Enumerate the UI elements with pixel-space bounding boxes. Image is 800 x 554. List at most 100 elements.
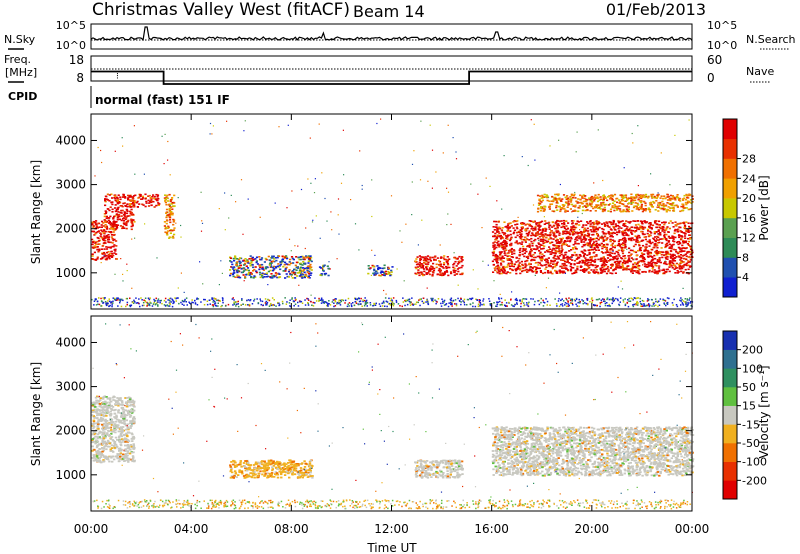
power-cell	[597, 258, 600, 261]
power-cell	[562, 219, 565, 222]
power-cell	[156, 302, 158, 304]
power-cell	[446, 271, 449, 273]
power-cell	[259, 258, 262, 261]
power-cell	[243, 130, 245, 132]
power-cell	[383, 289, 385, 292]
power-cell	[280, 260, 283, 263]
power-cell	[614, 244, 617, 247]
power-cell	[648, 240, 651, 243]
power-cell	[665, 253, 668, 255]
power-cell	[647, 250, 650, 252]
power-cell	[662, 197, 665, 200]
power-cell	[184, 299, 186, 302]
power-cell	[109, 247, 112, 249]
power-cell	[652, 193, 655, 196]
power-cell	[621, 266, 624, 268]
power-cell	[270, 304, 273, 307]
power-cell	[577, 232, 580, 234]
power-cell	[514, 223, 517, 226]
power-cell	[620, 220, 623, 223]
power-cell	[556, 225, 559, 228]
power-cell	[569, 229, 573, 232]
power-cell	[488, 298, 490, 300]
power-cell	[209, 303, 211, 305]
power-cell	[573, 259, 577, 262]
power-cell	[622, 224, 625, 227]
power-cell	[565, 251, 568, 254]
power-cell	[602, 298, 604, 300]
power-cell	[347, 303, 349, 305]
power-cell	[643, 263, 646, 265]
power-cell	[477, 305, 480, 308]
power-cell	[545, 287, 547, 289]
power-cell	[517, 265, 520, 267]
power-cell	[91, 243, 94, 246]
power-cell	[337, 214, 339, 216]
power-cell	[146, 305, 148, 307]
power-cell	[515, 272, 518, 275]
power-cell	[180, 272, 182, 274]
power-cell	[116, 200, 119, 202]
power-cell	[148, 194, 151, 197]
power-cell	[610, 244, 613, 247]
power-cell	[579, 230, 582, 233]
power-cell	[171, 229, 174, 232]
power-cell	[322, 269, 325, 271]
power-cell	[585, 268, 588, 271]
power-cell	[375, 270, 378, 273]
power-cell	[169, 214, 172, 217]
power-cell	[641, 255, 644, 258]
power-cell	[164, 200, 167, 202]
power-cell	[401, 241, 403, 243]
power-cell	[556, 219, 559, 222]
power-cell	[462, 300, 464, 302]
power-cell	[506, 271, 509, 273]
power-cell	[222, 298, 224, 300]
power-cell	[624, 194, 628, 196]
power-cell	[247, 260, 250, 263]
power-cell	[611, 194, 615, 197]
power-cell	[417, 301, 419, 304]
power-cell	[687, 200, 690, 203]
noise-sky-label: N.Sky	[4, 33, 36, 46]
power-cell	[681, 298, 683, 301]
power-cell	[524, 269, 527, 272]
power-cell	[590, 259, 594, 261]
power-cell	[609, 238, 612, 241]
power-cell	[493, 235, 496, 238]
power-cell	[540, 197, 543, 199]
power-cell	[439, 273, 442, 275]
power-cell	[478, 300, 481, 302]
power-cell	[383, 302, 385, 304]
power-cell	[580, 250, 583, 253]
power-cell	[516, 266, 519, 269]
power-cell	[651, 267, 654, 270]
power-cell	[262, 304, 264, 306]
power-cell	[202, 283, 204, 285]
power-cell	[504, 305, 507, 307]
power-cell	[685, 305, 687, 308]
power-cell	[672, 248, 675, 251]
power-cell	[605, 259, 608, 262]
power-cell	[501, 271, 505, 273]
power-cell	[541, 231, 544, 234]
power-cell	[157, 198, 160, 200]
power-cell	[637, 198, 640, 200]
power-cell	[640, 197, 643, 200]
power-cell	[133, 201, 136, 203]
power-cell	[648, 255, 651, 257]
power-cell	[135, 302, 138, 304]
power-cell	[541, 240, 544, 243]
power-cell	[251, 256, 254, 259]
power-cell	[612, 227, 616, 229]
power-cell	[557, 193, 560, 195]
power-cell	[146, 303, 149, 306]
power-cell	[516, 299, 519, 302]
power-cell	[264, 257, 267, 260]
power-cell	[373, 272, 376, 274]
power-cell	[323, 302, 325, 304]
power-cell	[644, 271, 647, 273]
power-cell	[510, 256, 513, 258]
power-cell	[91, 222, 94, 225]
